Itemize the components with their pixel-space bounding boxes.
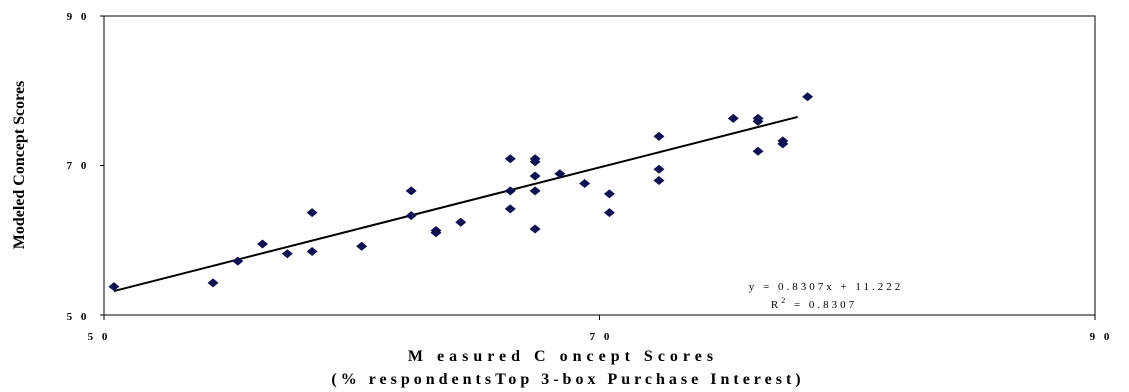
data-point — [529, 171, 541, 181]
data-point — [727, 113, 739, 123]
data-point — [529, 157, 541, 167]
data-point — [455, 217, 467, 227]
trendline-equation: y = 0.8307x + 11.222 — [749, 281, 904, 293]
data-point — [752, 146, 764, 156]
trendline — [113, 115, 798, 293]
data-point — [603, 208, 615, 218]
data-point — [405, 211, 417, 221]
x-axis-title: M easured C oncept Scores — [408, 348, 718, 365]
data-point — [281, 249, 293, 259]
data-point — [653, 164, 665, 174]
data-point — [653, 175, 665, 185]
x-tick-label: 9 0 — [1090, 331, 1113, 343]
x-tick-label: 7 0 — [590, 331, 613, 343]
data-point — [430, 228, 442, 238]
data-point — [306, 246, 318, 256]
data-point — [554, 169, 566, 179]
r-squared-label: R2 = 0.8307 — [771, 296, 857, 311]
data-point — [579, 178, 591, 188]
data-point — [752, 116, 764, 126]
data-point — [504, 154, 516, 164]
data-point — [653, 131, 665, 141]
data-point — [405, 186, 417, 196]
data-point — [603, 189, 615, 199]
data-point — [529, 224, 541, 234]
y-axis-title: Modeled Concept Scores — [11, 81, 28, 250]
data-point — [529, 186, 541, 196]
data-point — [504, 186, 516, 196]
data-point — [257, 239, 269, 249]
y-tick-label: 9 0 — [67, 11, 90, 23]
data-point — [356, 241, 368, 251]
data-point — [108, 282, 120, 292]
x-tick-label: 5 0 — [88, 331, 111, 343]
data-points — [108, 92, 814, 292]
y-tick-label: 7 0 — [67, 160, 90, 172]
data-point — [504, 204, 516, 214]
data-point — [232, 256, 244, 266]
x-axis-subtitle: (% respondentsTop 3-box Purchase Interes… — [331, 371, 804, 388]
plot-area — [103, 15, 1096, 316]
data-point — [207, 278, 219, 288]
y-tick-label: 5 0 — [67, 311, 90, 323]
data-point — [802, 92, 814, 102]
data-point — [306, 208, 318, 218]
data-point — [777, 139, 789, 149]
